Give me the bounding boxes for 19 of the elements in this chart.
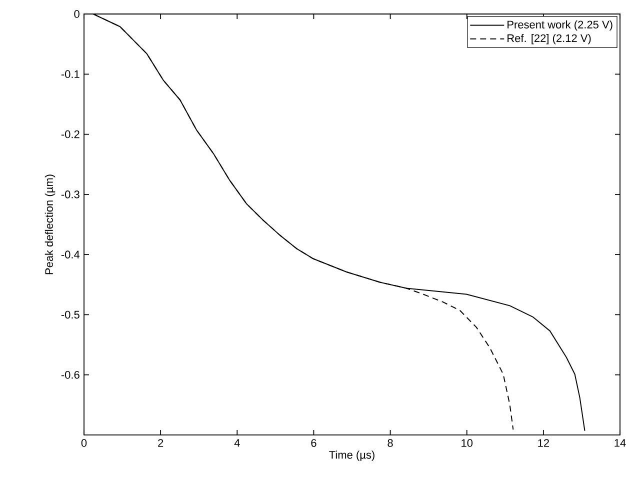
legend-label: Ref. [22] (2.12 V) [508,34,591,44]
y-tick-label: -0.1 [61,70,80,78]
y-tick-label: 0 [74,10,80,18]
x-tick-label: 4 [234,439,240,447]
y-tick-label: -0.3 [61,190,80,198]
x-tick-label: 0 [81,439,87,447]
x-axis-title: Time (µs) [329,450,374,461]
y-tick-label: -0.6 [61,370,80,379]
x-tick-label: 12 [538,439,549,447]
x-tick-label: 8 [388,439,393,447]
legend-label: Present work (2.25 V) [508,20,612,31]
y-tick-label: -0.5 [61,310,80,319]
x-tick-label: 10 [462,439,473,447]
y-axis-title: Peak deflection (µm) [44,174,56,274]
y-tick-label: -0.4 [61,250,80,258]
x-tick-label: 6 [311,439,316,447]
x-tick-label: 14 [614,439,626,447]
x-tick-label: 2 [158,439,164,447]
y-tick-label: -0.2 [61,130,80,138]
